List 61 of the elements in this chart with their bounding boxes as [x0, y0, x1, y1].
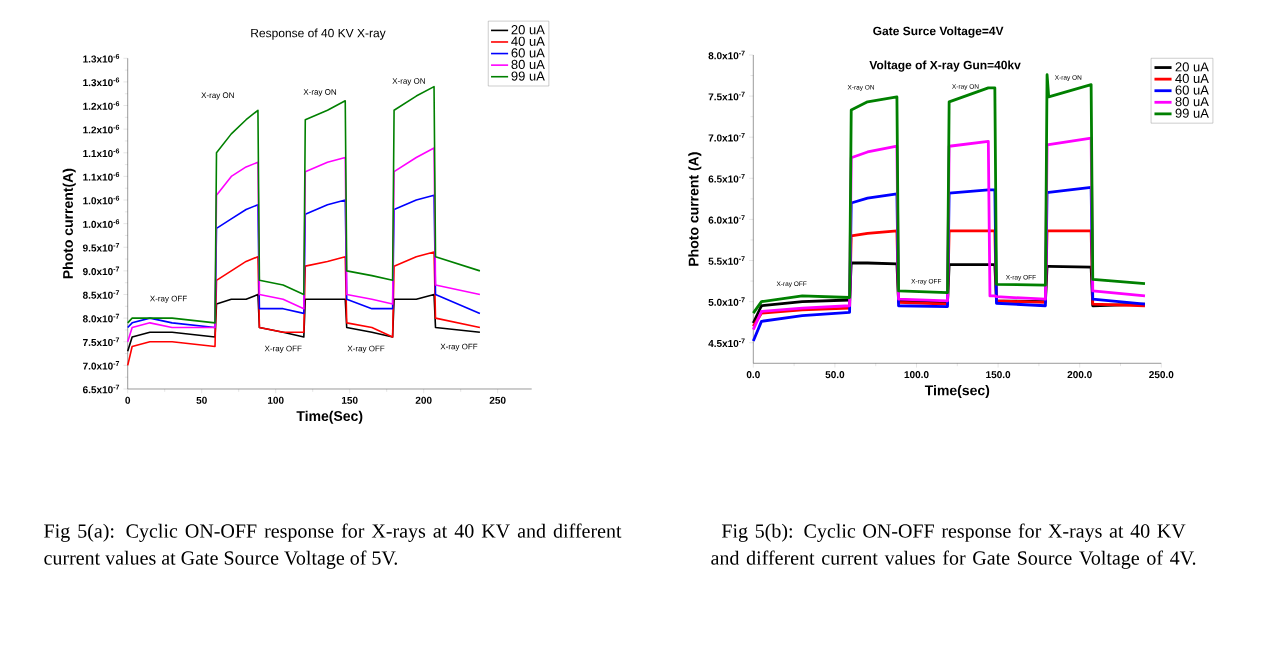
x-tick-label: 250.0 — [1149, 371, 1174, 379]
x-tick-label: 0 — [125, 396, 131, 404]
legend-label: 99 uA — [1175, 108, 1209, 118]
y-tick-label: 5.0x10$^{-7}$ — [708, 297, 745, 306]
caption: Fig 5(a): Cyclic ON-OFF response for X-rays at 40 KV and different current values at Gate Source Voltage of 5V. — [44, 523, 622, 569]
legend-label: 20 uA — [1175, 62, 1209, 72]
annotation: X-ray ON — [201, 92, 234, 100]
y-tick-label: 9.0x10$^{-7}$ — [82, 266, 120, 276]
legend-label: 80 uA — [511, 59, 545, 70]
y-tick-label: 8.5x10$^{-7}$ — [82, 290, 120, 299]
annotation: X-ray OFF — [150, 295, 187, 303]
legend-label: 40 uA — [1175, 73, 1209, 84]
x-axis-title: Time(Sec) — [296, 410, 363, 424]
y-tick-label: 7.0x10$^{-7}$ — [708, 132, 745, 142]
y-tick-label: 1.3x10$^{-6}$ — [83, 77, 120, 87]
chart-subtitle: Voltage of X-ray Gun=40kv — [869, 60, 1021, 72]
chart-title: Response of 40 KV X-ray — [251, 28, 386, 40]
x-tick-label: 150.0 — [986, 371, 1011, 379]
y-tick-label: 1.2x10$^{-6}$ — [83, 101, 120, 110]
annotation: X-ray OFF — [264, 345, 302, 353]
legend-label: 60 uA — [1175, 85, 1209, 95]
y-tick-label: 6.0x10$^{-7}$ — [708, 215, 745, 224]
y-tick-label: 7.5x10$^{-7}$ — [708, 91, 745, 101]
y-tick-label: 1.1x10$^{-6}$ — [83, 172, 120, 181]
legend-label: 99 uA — [511, 71, 545, 81]
legend-label: 80 uA — [1175, 97, 1209, 107]
y-tick-label: 1.3x10$^{-6}$ — [83, 53, 120, 63]
x-tick-label: 150 — [341, 396, 358, 404]
y-tick-label: 1.0x10$^{-6}$ — [83, 219, 120, 228]
annotation: X-ray OFF — [347, 345, 385, 353]
x-tick-label: 100 — [267, 396, 284, 404]
y-tick-label: 8.0x10$^{-7}$ — [708, 50, 745, 60]
y-axis-title: Photo current (A) — [688, 152, 702, 266]
annotation: X-ray ON — [392, 78, 425, 86]
y-tick-label: 6.5x10$^{-7}$ — [708, 174, 745, 183]
x-tick-label: 0.0 — [746, 371, 760, 379]
chart-title: Gate Surce Voltage=4V — [873, 26, 1004, 38]
legend-label: 20 uA — [511, 25, 545, 35]
x-tick-label: 50.0 — [825, 371, 845, 379]
y-tick-label: 8.0x10$^{-7}$ — [82, 313, 120, 323]
legend-label: 40 uA — [511, 36, 545, 46]
x-tick-label: 200.0 — [1067, 371, 1092, 379]
y-tick-label: 9.5x10$^{-7}$ — [82, 242, 120, 252]
x-axis-title: Time(sec) — [924, 385, 990, 399]
y-tick-label: 7.5x10$^{-7}$ — [83, 337, 120, 347]
y-tick-label: 1.1x10$^{-6}$ — [83, 148, 120, 158]
y-axis-title: Photo current(A) — [62, 168, 76, 279]
caption: Fig 5(b): Cyclic ON-OFF response for X-rays at 40 KV and different current values for Gate Source Voltage of 4V. — [711, 523, 1196, 569]
legend-label: 60 uA — [511, 48, 545, 58]
y-tick-label: 1.0x10$^{-6}$ — [83, 195, 120, 205]
x-tick-label: 100.0 — [904, 371, 929, 379]
y-tick-label: 5.5x10$^{-7}$ — [708, 256, 745, 265]
y-tick-label: 6.5x10$^{-7}$ — [82, 384, 120, 394]
annotation: X-ray OFF — [440, 343, 478, 351]
y-tick-label: 7.0x10$^{-7}$ — [83, 361, 120, 370]
y-tick-label: 1.2x10$^{-6}$ — [83, 124, 120, 134]
x-tick-label: 50 — [196, 396, 207, 404]
y-tick-label: 4.5x10$^{-7}$ — [708, 338, 745, 347]
x-tick-label: 200 — [415, 396, 432, 404]
x-tick-label: 250 — [489, 396, 506, 404]
annotation: X-ray ON — [303, 89, 337, 97]
